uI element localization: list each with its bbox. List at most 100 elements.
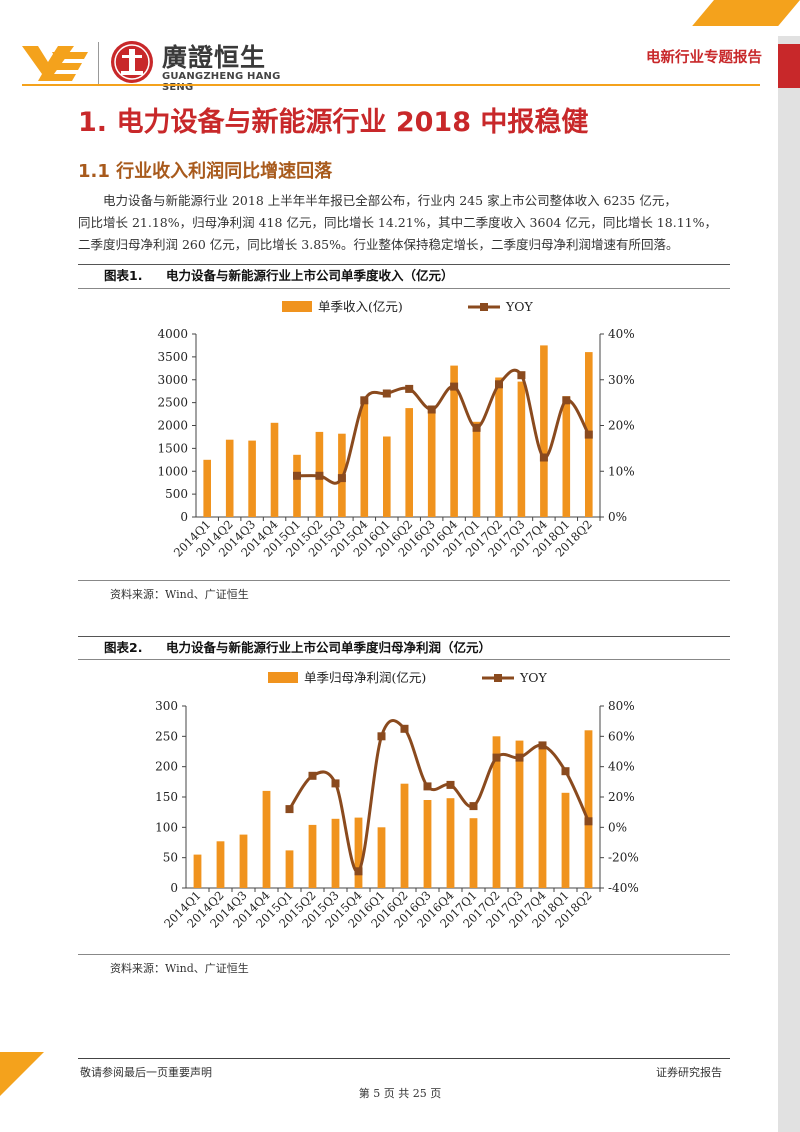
chart1-yoy-marker [562, 396, 571, 405]
figure-2-source: 资料来源：Wind、广证恒生 [110, 962, 249, 975]
chart1-y-tick-label: 500 [165, 487, 188, 501]
chart1-yoy-marker [517, 371, 526, 380]
chart2-bar [423, 800, 432, 888]
seal-logo-icon [111, 41, 153, 83]
chart2-bar [446, 798, 455, 888]
chart2-yoy-marker [515, 753, 524, 762]
chart1-yoy-marker [539, 453, 548, 462]
chart2-y-tick-label: 300 [155, 699, 178, 713]
chart2-yoy-marker [492, 753, 501, 762]
chart1-y-tick-label: 2000 [157, 419, 188, 433]
figure-2-title-rule [78, 659, 730, 660]
logo-name: 廣證恒生 [162, 43, 267, 72]
chart2-bar [469, 818, 478, 888]
figure-1-bottom-rule [78, 580, 730, 581]
chart2-y-tick-label: 250 [155, 729, 178, 743]
chart1-y2-tick-label: 20% [608, 419, 635, 433]
chart1-bar [517, 381, 526, 517]
chart2-bar [492, 736, 501, 888]
chart2-bar [262, 790, 271, 888]
chart2-legend-line-label: YOY [519, 670, 547, 685]
chart1-yoy-marker [427, 405, 436, 414]
chart1-bar [450, 365, 458, 517]
chart2-bar [285, 850, 294, 888]
chart1-y2-tick-label: 30% [608, 373, 635, 387]
chart1-bar [270, 422, 279, 517]
logo-divider [98, 42, 99, 84]
chart2-yoy-marker [308, 771, 317, 780]
paragraph-line: 二季度归母净利润 260 亿元，同比增长 3.85%。行业整体保持稳定增长，二季… [78, 237, 679, 252]
paragraph-line: 同比增长 21.18%，归母净利润 418 亿元，同比增长 14.21%，其中二… [78, 215, 717, 230]
chart1-yoy-marker [293, 471, 301, 480]
side-bar [778, 36, 800, 1132]
chart1-yoy-marker [472, 423, 481, 432]
chart2-bar [331, 818, 340, 888]
chart1-y-tick-label: 4000 [157, 327, 188, 341]
chart2-bar [216, 841, 225, 888]
chart1-yoy-marker [405, 384, 414, 393]
chart2-yoy-marker [584, 817, 593, 826]
chart2-y-tick-label: 0 [170, 881, 178, 895]
chart2-y2-tick-label: 80% [608, 699, 635, 713]
figure-1-number: 图表1. [104, 268, 143, 283]
chart2-y-tick-label: 150 [155, 790, 178, 804]
chart2-y-tick-label: 100 [155, 820, 178, 834]
chart2-yoy-marker [354, 867, 363, 876]
chart2-legend-bar-swatch [268, 672, 298, 683]
chart1-bar [427, 406, 436, 517]
chart1-y2-tick-label: 40% [608, 327, 635, 341]
paragraph-line: 电力设备与新能源行业 2018 上半年半年报已全部公布，行业内 245 家上市公… [103, 193, 677, 208]
chart2-y2-tick-label: 40% [608, 760, 635, 774]
chart1-bar [225, 439, 234, 517]
company-logo: 廣證恒生 GUANGZHENG HANG SENG [22, 36, 312, 93]
chart1-bar [293, 454, 301, 517]
chart2-bar [538, 742, 547, 888]
ye-logo-icon [22, 46, 88, 81]
chart1-yoy-marker [360, 396, 369, 405]
section-heading: 1. 电力设备与新能源行业 2018 中报稳健 [78, 107, 589, 138]
chart1-y-tick-label: 3500 [157, 350, 188, 364]
chart1-bar [562, 396, 571, 517]
chart1-legend-bar-label: 单季收入(亿元) [318, 299, 403, 314]
chart2-y2-tick-label: 0% [608, 820, 627, 834]
footer-label: 证券研究报告 [656, 1066, 722, 1079]
chart1-y-tick-label: 0 [180, 510, 188, 524]
chart2-yoy-marker [446, 780, 455, 789]
chart2-legend-bar-label: 单季归母净利润(亿元) [304, 670, 426, 685]
chart2-yoy-marker [561, 767, 570, 776]
chart2-bar [561, 792, 570, 888]
chart1-bar [540, 345, 548, 517]
chart2-bar [308, 824, 317, 888]
chart2-bar [193, 854, 202, 888]
figure-1-top-rule [78, 264, 730, 265]
chart2-bar [239, 834, 248, 888]
figure-2-caption: 电力设备与新能源行业上市公司单季度归母净利润（亿元） [166, 640, 492, 655]
chart1-yoy-marker [584, 430, 593, 439]
chart1-yoy-marker [495, 380, 503, 389]
chart2-y2-tick-label: 60% [608, 729, 635, 743]
figure-2-number: 图表2. [104, 640, 143, 655]
body-paragraph: 电力设备与新能源行业 2018 上半年半年报已全部公布，行业内 245 家上市公… [78, 190, 738, 256]
figure-2-top-rule [78, 636, 730, 637]
chart1-legend-bar-swatch [282, 301, 312, 312]
chart1-bar [203, 459, 211, 517]
chart1-yoy-marker [315, 471, 324, 480]
chart2-y-tick-label: 200 [155, 760, 178, 774]
chart1-y2-tick-label: 0% [608, 510, 627, 524]
chart2-yoy-marker [469, 802, 478, 811]
footer-accent [0, 1052, 44, 1096]
figure-1-source: 资料来源：Wind、广证恒生 [110, 588, 249, 601]
chart2-yoy-marker [538, 741, 547, 750]
header-rule [22, 84, 760, 86]
chart2-bar [354, 817, 363, 888]
chart2-yoy-marker [423, 782, 432, 791]
chart1-bar [472, 421, 481, 517]
figure-2-bottom-rule [78, 954, 730, 955]
chart2-yoy-marker [331, 779, 340, 788]
chart1-y2-tick-label: 10% [608, 464, 635, 478]
chart1-yoy-marker [450, 382, 459, 391]
page-number: 第 5 页 共 25 页 [358, 1087, 442, 1100]
chart2-bar [584, 730, 593, 888]
chart1-legend-line-label: YOY [505, 299, 533, 314]
chart1-bar [383, 436, 391, 517]
